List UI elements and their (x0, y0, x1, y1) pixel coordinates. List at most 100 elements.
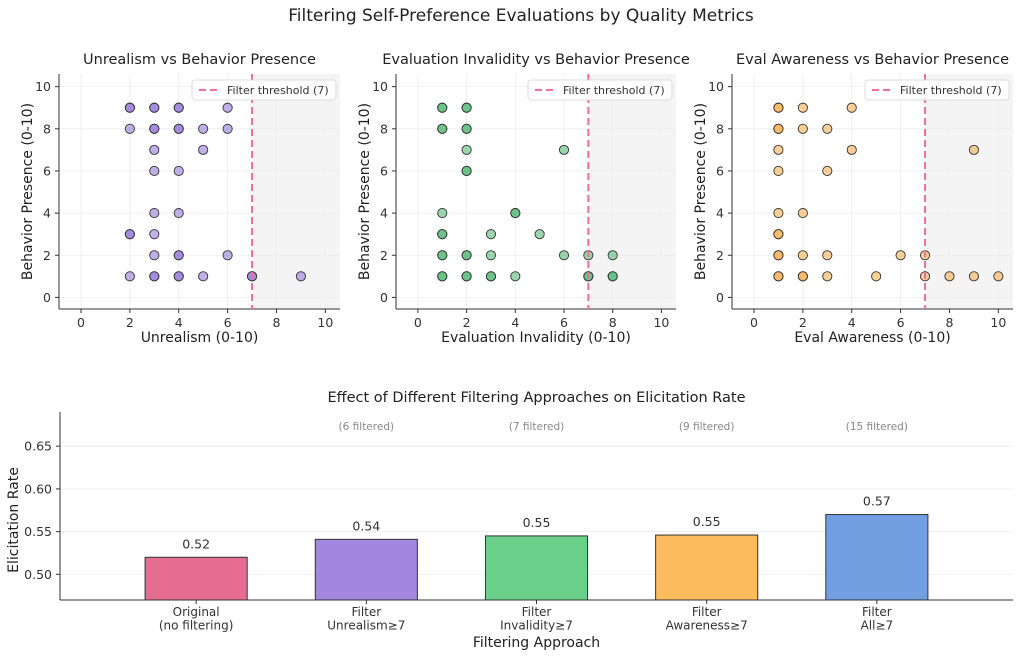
scatter-point (149, 144, 160, 155)
scatter-point (437, 123, 448, 134)
legend-label: Filter threshold (7) (563, 84, 665, 97)
bar-value-label: 0.57 (863, 494, 891, 509)
scatter-point (607, 250, 618, 261)
x-tick-label: 8 (272, 315, 280, 330)
x-tick-label: All≥7 (861, 619, 894, 633)
scatter-point (198, 271, 209, 282)
scatter-point (173, 250, 184, 261)
x-tick-label: 4 (511, 315, 519, 330)
scatter-point (437, 102, 448, 113)
scatter-point (149, 271, 160, 282)
bar (825, 514, 929, 601)
x-tick-label: 10 (317, 315, 333, 330)
scatter-point (437, 229, 448, 240)
scatter-point (198, 123, 209, 134)
scatter-point (437, 208, 448, 219)
y-tick-label: 4 (716, 206, 724, 221)
scatter-point (797, 271, 808, 282)
bar-value-label: 0.54 (352, 518, 380, 533)
x-axis-title: Unrealism (0-10) (141, 330, 259, 346)
figure-title: Filtering Self-Preference Evaluations by… (288, 6, 754, 26)
x-tick-label: 0 (77, 315, 85, 330)
scatter-point (222, 102, 233, 113)
scatter-point (871, 271, 882, 282)
x-tick-label: 6 (897, 315, 905, 330)
scatter-point (173, 123, 184, 134)
scatter-point (173, 102, 184, 113)
scatter-point (773, 271, 784, 282)
y-tick-label: 8 (716, 121, 724, 136)
x-tick-label: Invalidity≥7 (500, 619, 573, 633)
scatter-point (461, 144, 472, 155)
x-tick-label: Filter (692, 605, 722, 619)
scatter-point (895, 250, 906, 261)
scatter-point (822, 250, 833, 261)
y-tick-label: 8 (380, 121, 388, 136)
scatter-point (124, 229, 135, 240)
x-tick-label: 8 (609, 315, 617, 330)
bar-value-label: 0.55 (523, 515, 551, 530)
scatter-point (173, 271, 184, 282)
scatter-point (797, 102, 808, 113)
scatter-point (485, 250, 497, 261)
legend-box (191, 79, 337, 101)
scatter-point (124, 271, 135, 282)
scatter-point (607, 271, 618, 282)
scatter-panel-invalidity: 0 2 4 6 8 10 0 2 4 6 8 10 Filter threshold (7) Evalua… (357, 52, 690, 346)
scatter-point (968, 144, 979, 155)
scatter-point (944, 271, 955, 282)
x-tick-label: Filter (522, 605, 552, 619)
legend-box (864, 79, 1010, 101)
scatter-point (461, 165, 472, 177)
bar-filtered-count: (9 filtered) (679, 421, 735, 433)
bar-panel-elicitation: 0.52 Original(no filtering) 0.54 (6 filtere… (6, 390, 1013, 651)
x-axis-title: Evaluation Invalidity (0-10) (441, 330, 631, 346)
y-tick-label: 10 (372, 79, 388, 94)
bar (314, 538, 418, 601)
scatter-point (149, 250, 160, 261)
x-tick-label: (no filtering) (159, 619, 234, 633)
y-tick-label: 4 (43, 206, 51, 221)
y-tick-label: 0 (716, 290, 724, 305)
y-axis-title: Behavior Presence (0-10) (20, 103, 36, 280)
x-tick-label: 10 (653, 315, 669, 330)
x-tick-label: 0 (414, 315, 422, 330)
y-tick-label: 8 (43, 121, 51, 136)
scatter-point (822, 165, 833, 177)
bar-filtered-count: (7 filtered) (509, 421, 565, 433)
panel-title: Effect of Different Filtering Approaches… (327, 390, 745, 406)
scatter-point (797, 123, 808, 134)
x-tick-label: 6 (560, 315, 568, 330)
bar (655, 534, 759, 601)
scatter-point (773, 102, 784, 113)
panel-title: Unrealism vs Behavior Presence (83, 52, 316, 68)
scatter-point (149, 229, 160, 240)
bar-filtered-count: (15 filtered) (846, 421, 908, 433)
scatter-point (461, 102, 472, 113)
scatter-point (558, 144, 570, 155)
scatter-point (149, 123, 160, 134)
scatter-point (149, 208, 160, 219)
scatter-point (534, 229, 545, 240)
scatter-point (773, 250, 784, 261)
scatter-point (773, 229, 784, 240)
y-tick-label: 0 (380, 290, 388, 305)
scatter-point (993, 271, 1004, 282)
y-tick-label: 0.55 (24, 524, 52, 539)
scatter-point (124, 102, 135, 113)
x-tick-label: 4 (175, 315, 183, 330)
x-tick-label: 2 (799, 315, 807, 330)
y-tick-label: 2 (380, 248, 388, 263)
legend-label: Filter threshold (7) (227, 84, 329, 97)
bar (484, 535, 589, 601)
x-axis-title: Eval Awareness (0-10) (794, 330, 950, 346)
y-tick-label: 6 (380, 163, 388, 178)
scatter-point (773, 165, 784, 177)
bar-value-label: 0.55 (693, 514, 721, 529)
scatter-point (149, 165, 160, 177)
scatter-point (222, 250, 233, 261)
y-axis-title: Elicitation Rate (6, 467, 22, 573)
scatter-point (822, 271, 833, 282)
scatter-point (437, 271, 448, 282)
